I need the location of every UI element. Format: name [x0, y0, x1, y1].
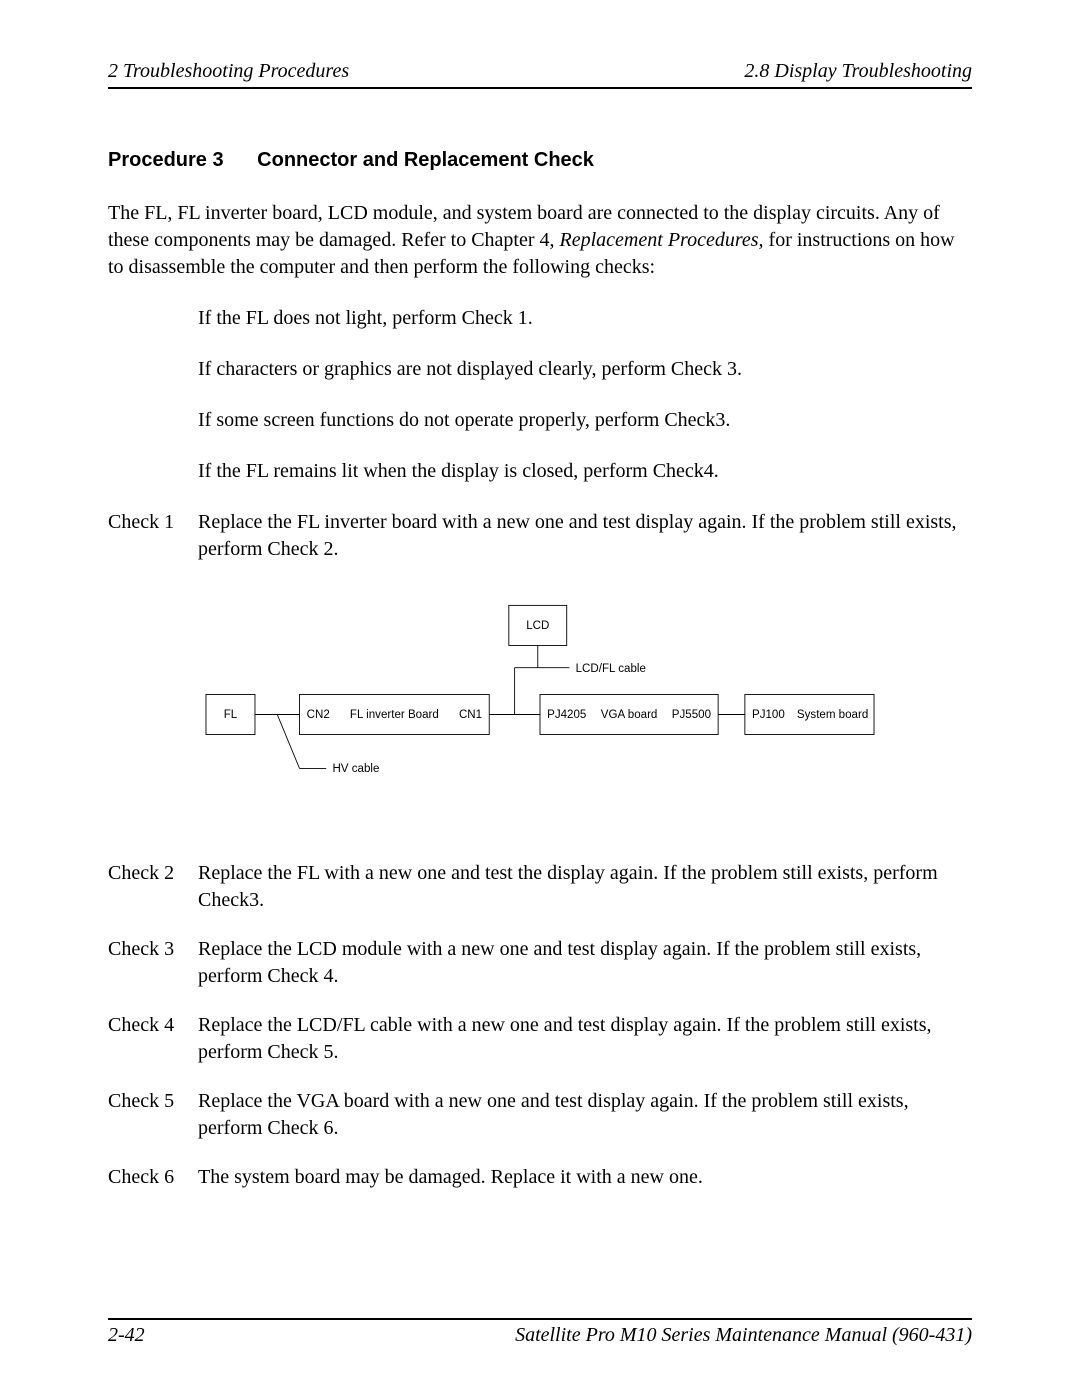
check-text: Replace the LCD module with a new one an… [198, 936, 972, 990]
intro-italic: Replacement Procedures, [560, 229, 764, 251]
svg-text:PJ5500: PJ5500 [672, 709, 711, 721]
svg-text:CN2: CN2 [307, 709, 330, 721]
check-label: Check 5 [108, 1088, 198, 1142]
check-text: Replace the VGA board with a new one and… [198, 1088, 972, 1142]
check-label: Check 4 [108, 1012, 198, 1066]
check-label: Check 6 [108, 1164, 198, 1191]
svg-text:System board: System board [797, 709, 868, 721]
svg-text:VGA board: VGA board [601, 709, 658, 721]
check-text: Replace the FL inverter board with a new… [198, 509, 972, 563]
condition-item: If some screen functions do not operate … [198, 407, 972, 434]
page: 2 Troubleshooting Procedures 2.8 Display… [0, 0, 1080, 1397]
check-row: Check 3 Replace the LCD module with a ne… [108, 936, 972, 990]
check-text: Replace the FL with a new one and test t… [198, 860, 972, 914]
check-row: Check 1 Replace the FL inverter board wi… [108, 509, 972, 563]
content: Procedure 3 Connector and Replacement Ch… [108, 149, 972, 1191]
diagram-svg: LCD FL CN2 FL inverter Board CN1 PJ4205 VGA bo… [108, 585, 972, 795]
procedure-heading: Procedure 3 Connector and Replacement Ch… [108, 149, 972, 172]
condition-item: If the FL remains lit when the display i… [198, 458, 972, 485]
svg-text:PJ4205: PJ4205 [547, 709, 586, 721]
page-header: 2 Troubleshooting Procedures 2.8 Display… [108, 60, 972, 89]
check-row: Check 4 Replace the LCD/FL cable with a … [108, 1012, 972, 1066]
check-text: Replace the LCD/FL cable with a new one … [198, 1012, 972, 1066]
procedure-label: Procedure 3 [108, 149, 224, 172]
svg-text:CN1: CN1 [459, 709, 482, 721]
svg-text:LCD/FL cable: LCD/FL cable [576, 663, 646, 675]
check-row: Check 6 The system board may be damaged.… [108, 1164, 972, 1191]
svg-text:HV cable: HV cable [332, 763, 379, 775]
condition-item: If the FL does not light, perform Check … [198, 305, 972, 332]
condition-list: If the FL does not light, perform Check … [198, 305, 972, 485]
svg-text:FL inverter Board: FL inverter Board [350, 709, 439, 721]
procedure-title: Connector and Replacement Check [257, 149, 594, 171]
svg-text:LCD: LCD [526, 620, 549, 632]
page-footer: 2-42 Satellite Pro M10 Series Maintenanc… [108, 1318, 972, 1347]
footer-right: Satellite Pro M10 Series Maintenance Man… [515, 1324, 972, 1347]
block-diagram: LCD FL CN2 FL inverter Board CN1 PJ4205 VGA bo… [108, 585, 972, 800]
check-label: Check 1 [108, 509, 198, 563]
condition-item: If characters or graphics are not displa… [198, 356, 972, 383]
check-text: The system board may be damaged. Replace… [198, 1164, 972, 1191]
check-row: Check 2 Replace the FL with a new one an… [108, 860, 972, 914]
check-label: Check 3 [108, 936, 198, 990]
check-row: Check 5 Replace the VGA board with a new… [108, 1088, 972, 1142]
check-label: Check 2 [108, 860, 198, 914]
footer-left: 2-42 [108, 1324, 145, 1347]
header-right: 2.8 Display Troubleshooting [744, 60, 972, 83]
svg-text:FL: FL [224, 709, 238, 721]
header-left: 2 Troubleshooting Procedures [108, 60, 349, 83]
intro-paragraph: The FL, FL inverter board, LCD module, a… [108, 200, 972, 281]
svg-text:PJ100: PJ100 [752, 709, 785, 721]
